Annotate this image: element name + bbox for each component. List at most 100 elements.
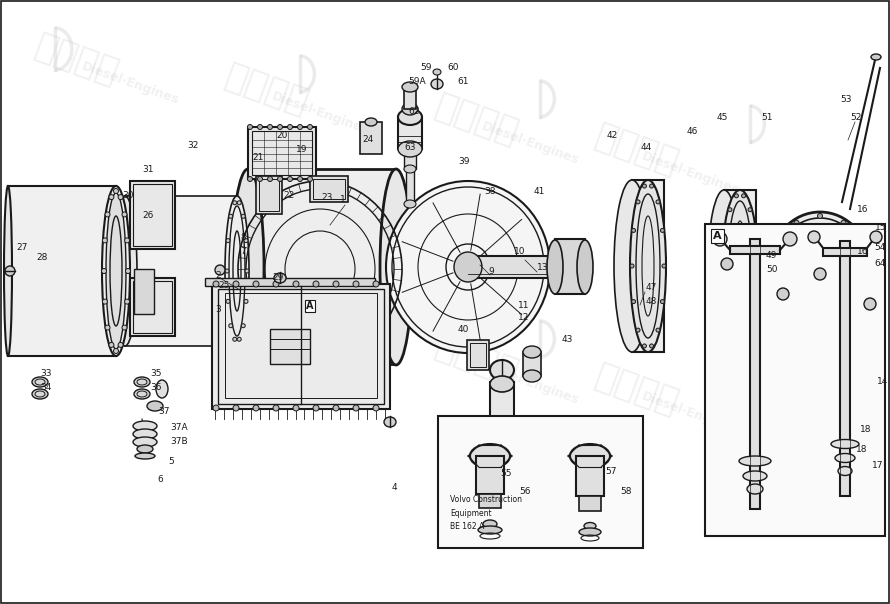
Text: 19: 19 bbox=[296, 146, 308, 155]
Bar bbox=[225, 293, 377, 398]
Ellipse shape bbox=[794, 307, 799, 312]
Text: Volvo Construction
Equipment
BE 162 A: Volvo Construction Equipment BE 162 A bbox=[450, 495, 522, 531]
Text: Diesel·Engines: Diesel·Engines bbox=[80, 300, 181, 347]
Bar bbox=[270, 329, 310, 364]
Ellipse shape bbox=[662, 264, 666, 268]
Ellipse shape bbox=[297, 176, 303, 181]
Bar bbox=[406, 169, 414, 204]
Ellipse shape bbox=[268, 124, 272, 129]
Ellipse shape bbox=[253, 281, 259, 287]
Ellipse shape bbox=[241, 324, 246, 328]
Ellipse shape bbox=[722, 264, 726, 268]
Ellipse shape bbox=[656, 328, 660, 332]
Ellipse shape bbox=[490, 360, 514, 380]
Ellipse shape bbox=[102, 238, 108, 243]
Ellipse shape bbox=[708, 190, 740, 342]
Ellipse shape bbox=[293, 281, 299, 287]
Ellipse shape bbox=[386, 181, 550, 353]
Ellipse shape bbox=[818, 313, 822, 318]
Text: 柴发动力: 柴发动力 bbox=[590, 359, 683, 421]
Text: 21: 21 bbox=[252, 153, 263, 162]
Ellipse shape bbox=[247, 176, 253, 181]
Ellipse shape bbox=[287, 176, 293, 181]
Ellipse shape bbox=[577, 240, 593, 294]
Ellipse shape bbox=[470, 444, 510, 468]
Text: 27: 27 bbox=[16, 243, 28, 252]
Text: 5: 5 bbox=[168, 457, 174, 466]
Text: 52: 52 bbox=[850, 114, 862, 123]
Bar bbox=[632, 180, 664, 352]
Ellipse shape bbox=[308, 176, 312, 181]
Ellipse shape bbox=[226, 300, 230, 303]
Text: 柴发动力: 柴发动力 bbox=[30, 269, 123, 331]
Text: 59: 59 bbox=[420, 63, 432, 72]
Ellipse shape bbox=[636, 200, 640, 204]
Ellipse shape bbox=[287, 124, 293, 129]
Text: 37: 37 bbox=[158, 408, 169, 417]
Ellipse shape bbox=[547, 240, 563, 294]
Text: 51: 51 bbox=[761, 114, 773, 123]
Text: 29: 29 bbox=[272, 274, 283, 283]
Text: 44: 44 bbox=[641, 144, 652, 152]
Bar bbox=[360, 122, 382, 154]
Text: Diesel·Engines: Diesel·Engines bbox=[80, 60, 181, 107]
Ellipse shape bbox=[5, 266, 15, 276]
Ellipse shape bbox=[404, 200, 416, 208]
Ellipse shape bbox=[133, 437, 157, 447]
Ellipse shape bbox=[630, 180, 666, 352]
Ellipse shape bbox=[253, 405, 259, 411]
Bar bbox=[404, 149, 416, 169]
Text: 55: 55 bbox=[500, 469, 512, 478]
Ellipse shape bbox=[257, 124, 263, 129]
Text: 24: 24 bbox=[362, 135, 373, 144]
Ellipse shape bbox=[225, 269, 229, 273]
Ellipse shape bbox=[741, 194, 746, 198]
Ellipse shape bbox=[747, 484, 763, 494]
Bar bbox=[212, 284, 390, 409]
Text: 31: 31 bbox=[142, 165, 153, 175]
Ellipse shape bbox=[579, 528, 601, 536]
Text: 28: 28 bbox=[36, 254, 47, 263]
Ellipse shape bbox=[650, 344, 653, 348]
Bar bbox=[576, 456, 604, 496]
Ellipse shape bbox=[402, 82, 418, 92]
Text: 22: 22 bbox=[283, 190, 295, 199]
Ellipse shape bbox=[233, 201, 237, 205]
Ellipse shape bbox=[268, 176, 272, 181]
Text: 41: 41 bbox=[534, 187, 546, 196]
Text: Diesel·Engines: Diesel·Engines bbox=[480, 120, 581, 167]
Ellipse shape bbox=[841, 307, 846, 312]
Bar bbox=[404, 87, 416, 109]
Ellipse shape bbox=[771, 263, 775, 269]
Text: Diesel·Engines: Diesel·Engines bbox=[480, 359, 581, 407]
Bar bbox=[133, 281, 172, 333]
Ellipse shape bbox=[313, 405, 319, 411]
Bar bbox=[470, 343, 486, 367]
Text: 7: 7 bbox=[240, 248, 246, 257]
Ellipse shape bbox=[660, 300, 665, 304]
Bar bbox=[218, 289, 384, 404]
Text: 37B: 37B bbox=[170, 437, 188, 446]
Ellipse shape bbox=[215, 265, 225, 275]
Text: 49: 49 bbox=[766, 251, 777, 260]
Ellipse shape bbox=[106, 193, 126, 349]
Text: Diesel·Engines: Diesel·Engines bbox=[640, 150, 741, 197]
Ellipse shape bbox=[225, 196, 249, 346]
Bar bbox=[134, 269, 154, 314]
Text: 16: 16 bbox=[857, 248, 869, 257]
Ellipse shape bbox=[125, 238, 130, 243]
Ellipse shape bbox=[244, 300, 248, 303]
Text: Diesel·Engines: Diesel·Engines bbox=[640, 390, 741, 437]
Text: 45: 45 bbox=[717, 114, 728, 123]
Text: 34: 34 bbox=[40, 384, 52, 393]
Ellipse shape bbox=[835, 454, 855, 463]
Ellipse shape bbox=[402, 103, 418, 115]
Ellipse shape bbox=[257, 176, 263, 181]
Ellipse shape bbox=[333, 405, 339, 411]
Bar bbox=[252, 131, 312, 175]
Bar bbox=[724, 190, 756, 342]
Text: 54: 54 bbox=[874, 243, 886, 252]
Ellipse shape bbox=[614, 180, 650, 352]
Ellipse shape bbox=[102, 186, 130, 356]
Ellipse shape bbox=[721, 258, 733, 270]
